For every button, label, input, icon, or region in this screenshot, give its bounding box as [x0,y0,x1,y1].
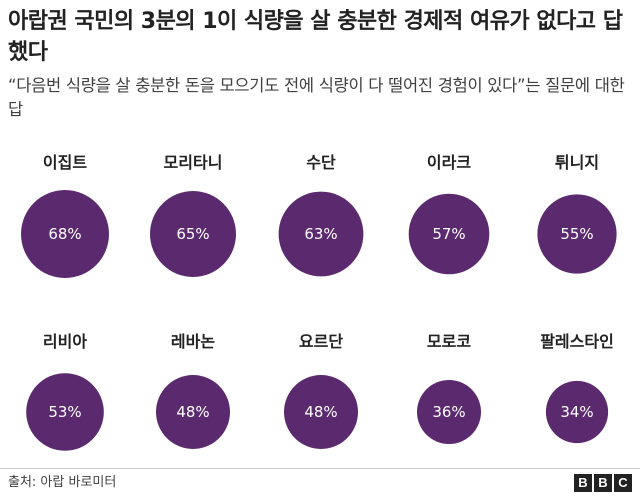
footer-divider [0,468,640,469]
chart-title: 아랍권 국민의 3분의 1이 식량을 살 충분한 경제적 여유가 없다고 답했다 [8,9,623,65]
country-label: 모로코 [427,332,471,351]
country-label: 리비아 [43,332,87,351]
value-bubble [417,380,481,444]
bbc-logo: B B C [574,474,632,492]
value-bubble [537,194,617,274]
value-label: 57% [432,225,465,243]
country-label: 요르단 [299,332,343,351]
value-label: 55% [560,225,593,243]
value-bubble [156,375,230,449]
value-bubble [26,373,104,451]
value-label: 48% [304,403,337,421]
value-bubble [408,193,490,275]
value-label: 48% [176,403,209,421]
value-bubble [278,191,364,277]
bbc-logo-letter: B [574,474,592,492]
value-bubble [150,191,236,277]
country-label: 튀니지 [555,153,599,172]
value-label: 53% [48,403,81,421]
bbc-logo-letter: B [594,474,612,492]
country-label: 이집트 [43,153,87,172]
source-note: 출처: 아랍 바로미터 [8,475,117,490]
value-bubble [21,190,109,278]
value-label: 36% [432,403,465,421]
country-label: 레바논 [171,332,215,351]
country-label: 수단 [306,153,336,172]
value-bubble [284,375,358,449]
value-label: 65% [176,225,209,243]
chart-subtitle: “다음번 식량을 살 충분한 돈을 모으기도 전에 식량이 다 떨어진 경험이 … [8,76,625,119]
value-label: 63% [304,225,337,243]
country-label: 이라크 [427,153,471,172]
bbc-logo-letter: C [614,474,632,492]
value-bubble [545,380,609,444]
country-label: 팔레스타인 [540,332,614,351]
value-label: 68% [48,225,81,243]
value-label: 34% [560,403,593,421]
country-label: 모리타니 [164,153,223,172]
